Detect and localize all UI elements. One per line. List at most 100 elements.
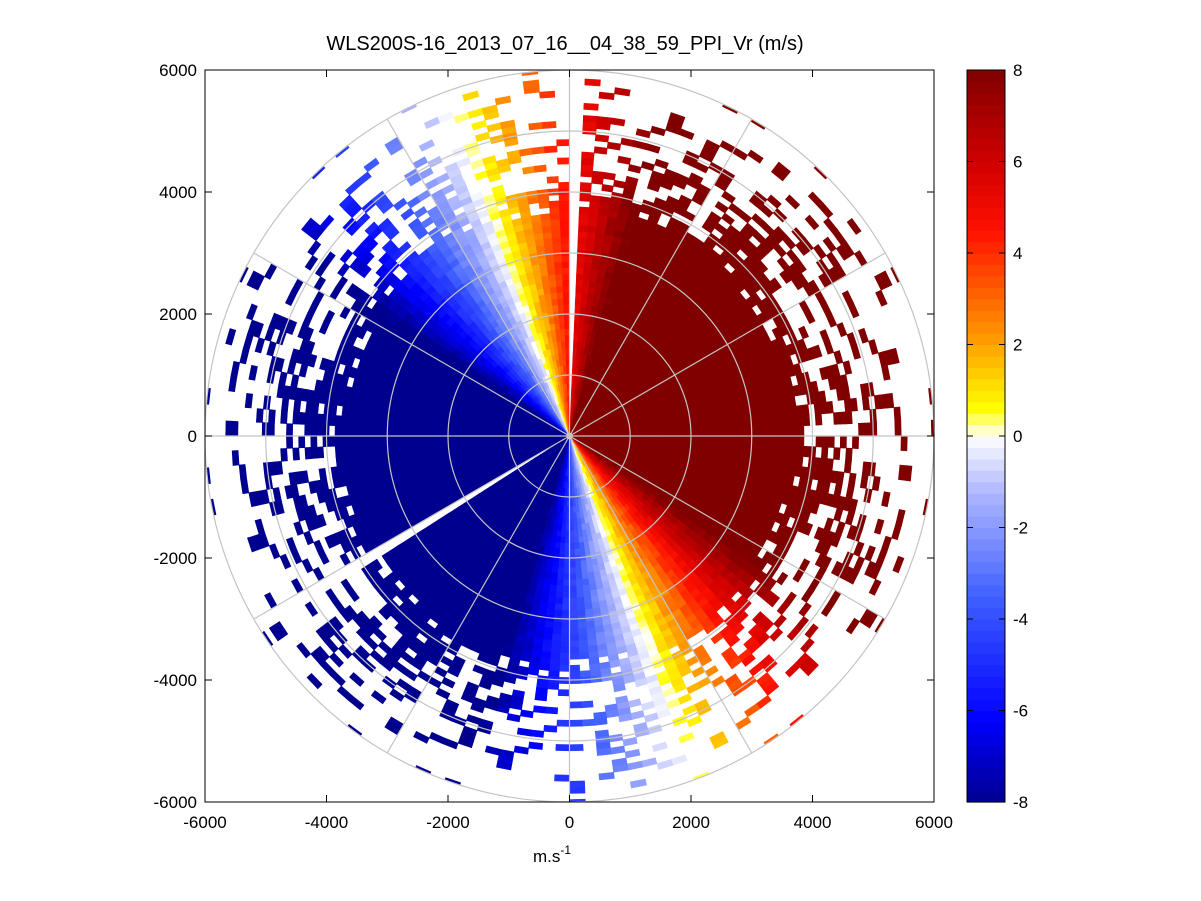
velocity-cell <box>527 667 540 676</box>
velocity-cell <box>601 184 614 193</box>
velocity-cell <box>335 455 344 468</box>
velocity-cell <box>580 700 594 709</box>
velocity-cell <box>438 446 446 454</box>
velocity-cell <box>401 435 409 444</box>
velocity-cell <box>610 117 626 127</box>
velocity-cell <box>407 442 415 451</box>
velocity-cell <box>550 639 561 648</box>
velocity-cell <box>548 584 557 592</box>
velocity-cell <box>663 435 671 441</box>
velocity-cell <box>573 536 580 544</box>
velocity-cell <box>583 267 592 276</box>
velocity-cell <box>562 585 570 593</box>
velocity-cell <box>574 560 582 568</box>
velocity-cell <box>569 640 580 648</box>
velocity-cell <box>468 431 476 437</box>
velocity-cell <box>657 427 665 433</box>
velocity-cell <box>773 435 781 446</box>
velocity-cell <box>735 450 743 460</box>
velocity-cell <box>310 413 319 426</box>
velocity-cell <box>735 412 743 422</box>
velocity-cell <box>390 412 398 422</box>
velocity-cell <box>456 440 464 447</box>
velocity-cell <box>552 621 562 629</box>
velocity-cell <box>431 423 440 431</box>
velocity-cell <box>797 435 805 447</box>
velocity-cell <box>371 426 379 437</box>
velocity-cell <box>699 447 707 455</box>
velocity-cell <box>538 663 550 671</box>
velocity-cell <box>593 717 608 726</box>
velocity-cell <box>556 719 570 727</box>
velocity-cell <box>280 448 288 462</box>
velocity-cell <box>675 435 683 442</box>
velocity-cell <box>705 447 713 456</box>
velocity-cell <box>575 572 583 581</box>
velocity-cell <box>797 425 805 437</box>
velocity-cell <box>711 416 719 424</box>
velocity-cell <box>573 524 579 532</box>
velocity-cell <box>573 530 579 538</box>
velocity-cell <box>766 194 782 209</box>
velocity-cell <box>371 444 379 454</box>
velocity-cell <box>426 416 434 425</box>
velocity-cell <box>718 422 726 430</box>
velocity-cell <box>575 285 583 293</box>
velocity-cell <box>663 431 671 437</box>
velocity-cell <box>582 115 598 123</box>
velocity-cell <box>705 441 714 449</box>
velocity-cell <box>578 206 590 214</box>
velocity-cell <box>456 445 464 452</box>
velocity-cell <box>401 428 409 437</box>
velocity-cell <box>598 91 615 101</box>
velocity-cell <box>730 420 738 430</box>
velocity-cell <box>839 411 847 425</box>
velocity-cell <box>559 658 570 666</box>
velocity-cell <box>821 435 829 448</box>
velocity-cell <box>577 230 588 239</box>
velocity-cell <box>596 747 612 756</box>
velocity-cell <box>558 548 565 556</box>
velocity-cell <box>669 426 677 432</box>
velocity-cell <box>825 458 834 472</box>
velocity-cell <box>532 705 547 714</box>
velocity-cell <box>462 435 470 442</box>
velocity-cell <box>575 579 583 587</box>
velocity-cell <box>462 430 470 437</box>
velocity-cell <box>292 447 300 461</box>
velocity-cell <box>548 670 560 678</box>
velocity-cell <box>572 518 578 526</box>
velocity-cell <box>578 542 585 550</box>
velocity-cell <box>833 411 841 425</box>
velocity-cell <box>779 426 787 437</box>
velocity-cell <box>791 425 799 437</box>
velocity-cell <box>293 399 302 413</box>
velocity-cell <box>718 435 726 444</box>
velocity-cell <box>456 430 464 437</box>
velocity-cell <box>556 572 564 581</box>
velocity-cell <box>420 448 428 456</box>
velocity-cell <box>358 426 366 437</box>
velocity-cell <box>474 435 482 441</box>
velocity-cell <box>577 621 587 629</box>
velocity-cell <box>578 651 590 660</box>
velocity-cell <box>796 415 805 427</box>
velocity-cell <box>396 412 404 422</box>
velocity-cell <box>718 428 726 437</box>
velocity-cell <box>549 651 561 660</box>
velocity-cell <box>353 444 361 456</box>
velocity-cell <box>651 427 659 433</box>
velocity-cell <box>576 609 586 617</box>
velocity-cell <box>699 417 707 425</box>
velocity-cell <box>593 146 608 155</box>
velocity-cell <box>574 316 581 324</box>
velocity-cell <box>353 416 361 428</box>
velocity-cell <box>730 428 738 437</box>
velocity-cell <box>480 439 488 445</box>
velocity-cell <box>760 444 768 454</box>
velocity-cell <box>395 442 403 452</box>
velocity-cell <box>839 435 847 449</box>
velocity-cell <box>555 591 564 599</box>
velocity-cell <box>529 729 545 738</box>
